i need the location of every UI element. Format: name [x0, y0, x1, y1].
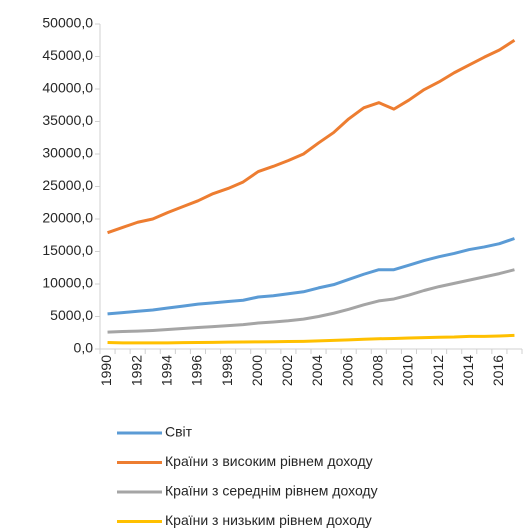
legend-label: Країни з низьким рівнем доходу	[165, 512, 372, 528]
y-tick-label: 20000,0	[42, 210, 93, 226]
x-tick-label: 2000	[249, 355, 265, 386]
y-tick-label: 30000,0	[42, 145, 93, 161]
series-line	[107, 237, 515, 316]
y-tick-label: 25000,0	[42, 177, 93, 193]
x-tick-label: 2008	[370, 355, 386, 386]
y-tick-label: 0,0	[74, 340, 94, 356]
y-tick-label: 35000,0	[42, 112, 93, 128]
series-line	[107, 333, 515, 345]
x-tick-label: 2014	[460, 355, 476, 386]
x-tick-label: 2016	[490, 355, 506, 386]
x-tick-label: 2010	[400, 355, 416, 386]
x-tick-label: 1998	[219, 355, 235, 386]
x-tick-label: 1992	[128, 355, 144, 386]
series-line	[107, 268, 515, 334]
y-tick-label: 40000,0	[42, 80, 93, 96]
legend-label: Світ	[165, 424, 193, 440]
x-tick-label: 1990	[98, 355, 114, 386]
x-tick-label: 2002	[279, 355, 295, 386]
y-tick-label: 45000,0	[42, 47, 93, 63]
x-tick-label: 1996	[189, 355, 205, 386]
series-line	[107, 38, 516, 235]
x-tick-label: 2006	[339, 355, 355, 386]
y-tick-label: 5000,0	[50, 307, 93, 323]
legend-label: Країни з високим рівнем доходу	[165, 453, 373, 469]
x-tick-label: 2012	[430, 355, 446, 386]
y-tick-label: 10000,0	[42, 275, 93, 291]
legend-label: Країни з середнім рівнем доходу	[165, 483, 378, 499]
x-tick-label: 1994	[159, 355, 175, 386]
y-tick-label: 15000,0	[42, 242, 93, 258]
x-tick-label: 2004	[309, 355, 325, 386]
y-tick-label: 50000,0	[42, 15, 93, 31]
